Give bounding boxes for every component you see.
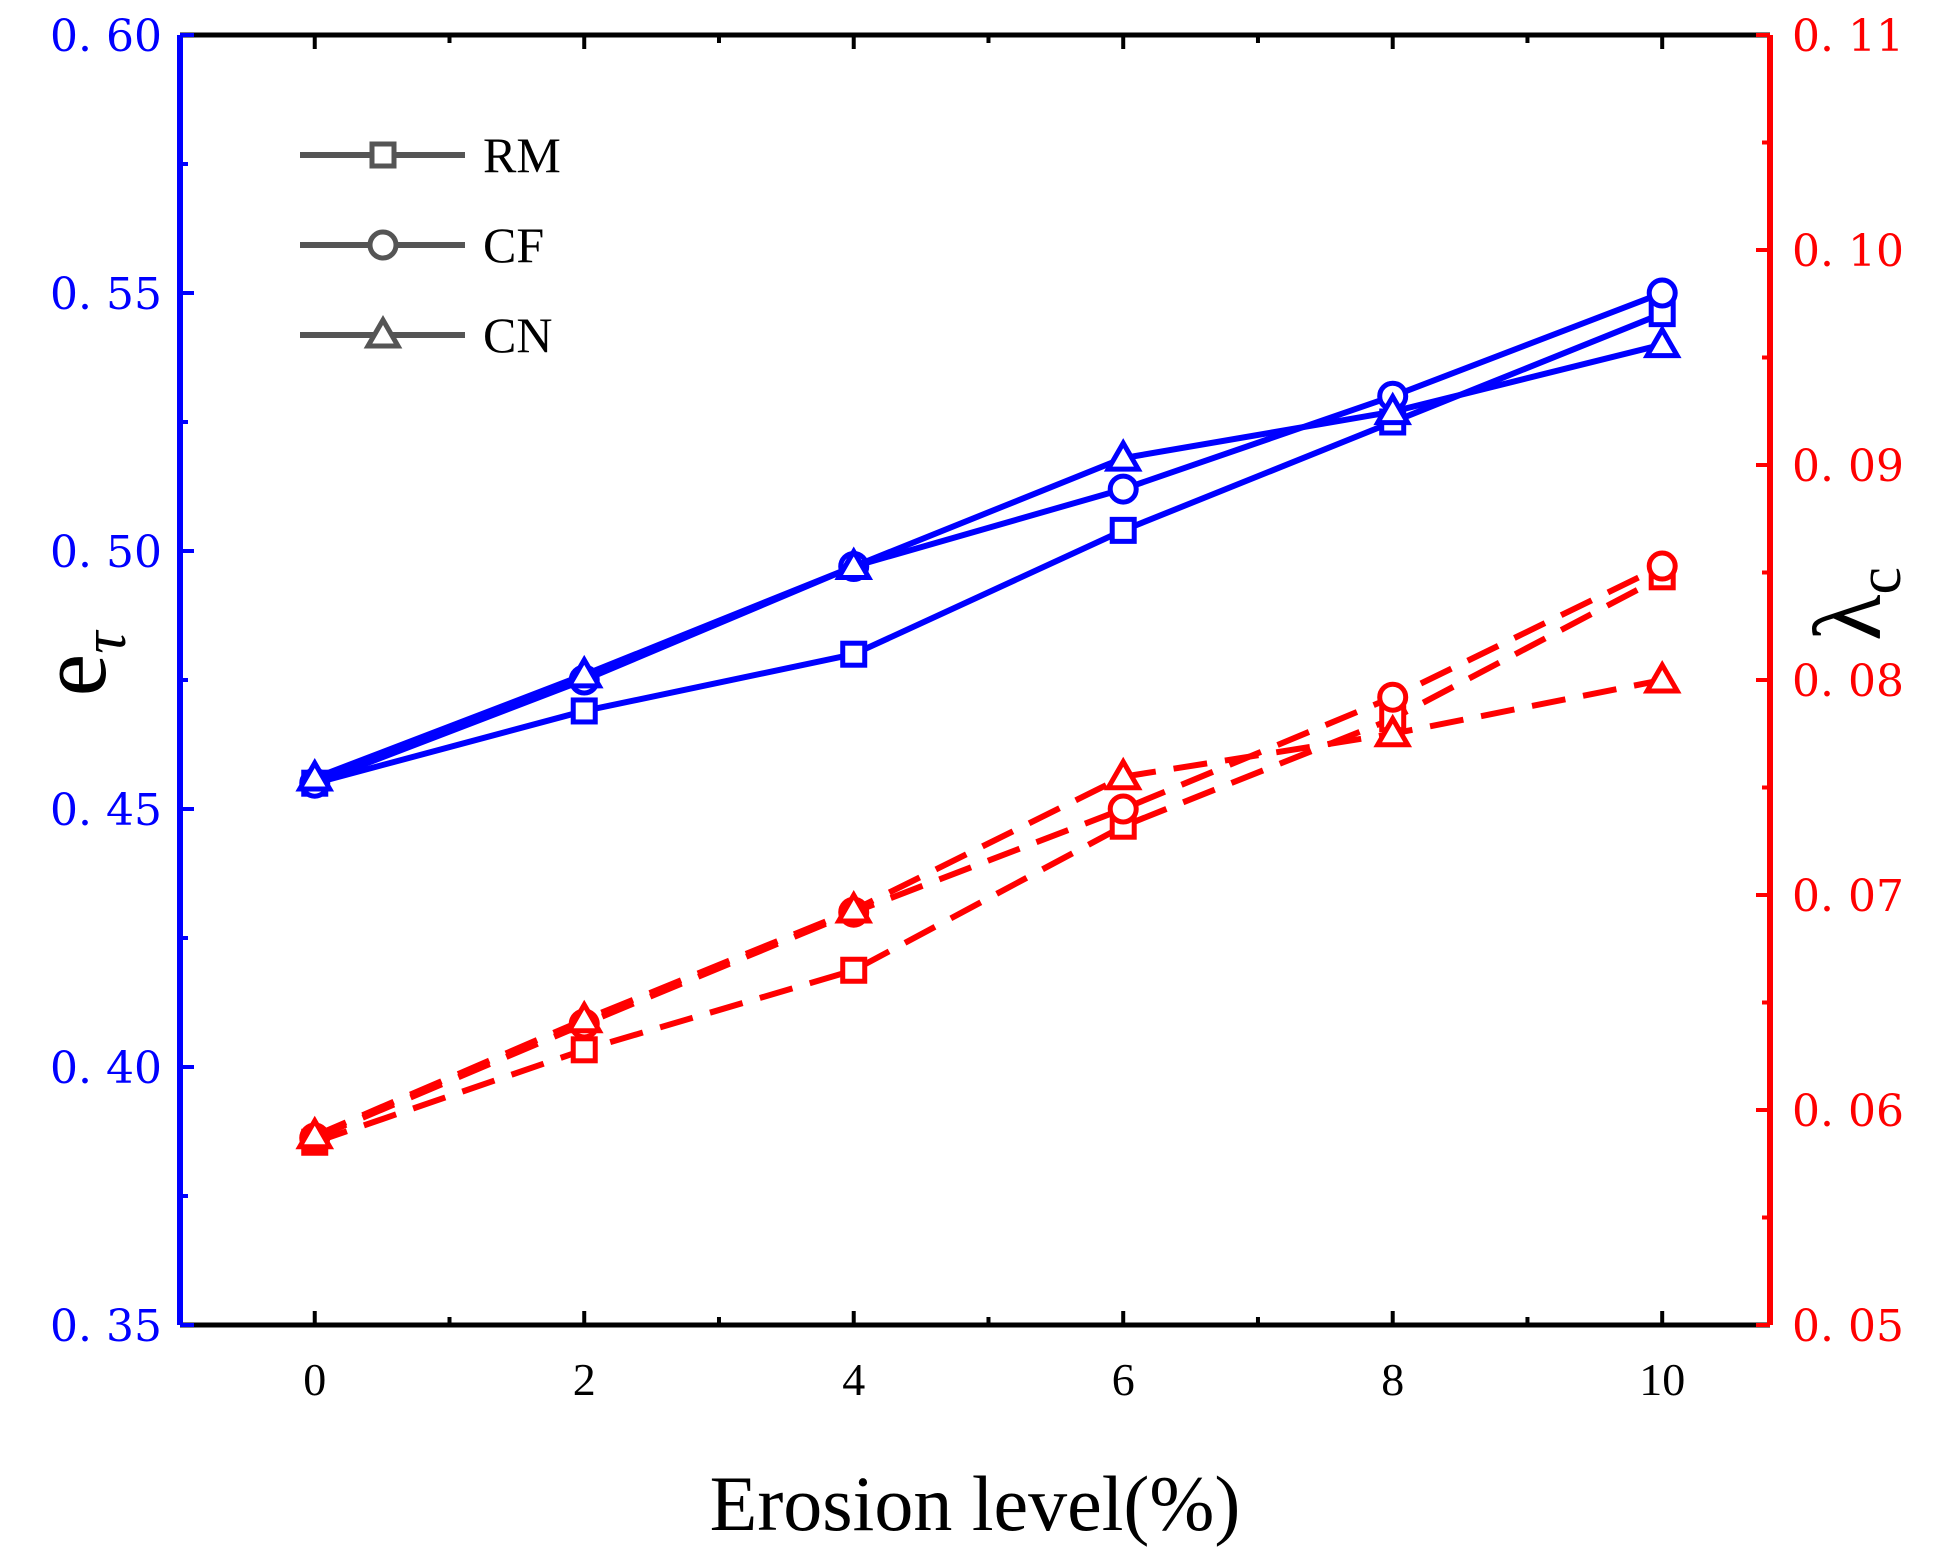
legend-label: CF [483,217,544,273]
data-point-left-cn [1103,438,1143,472]
left-y-axis-title-main: e [19,654,126,697]
data-point-left-rm [570,697,598,725]
data-point-left-cn [564,654,604,689]
x-tick-label: 4 [842,1354,865,1405]
x-tick-label: 10 [1639,1354,1685,1405]
series-line-left-rm [313,310,1664,787]
data-point-left-cf [1646,277,1678,309]
right-y-tick-label: 0. 07 [1792,871,1904,922]
x-tick-label: 0 [303,1354,326,1405]
left-y-tick-label: 0. 40 [50,1043,162,1094]
x-tick-label: 2 [573,1354,596,1405]
data-point-right-cf [1377,681,1409,713]
right-y-tick-label: 0. 10 [1792,226,1904,277]
series-line-right-cf [313,563,1664,1141]
left-y-tick-label: 0. 60 [50,11,162,62]
series-line-left-cf [313,290,1664,787]
data-point-right-cn [1103,756,1143,791]
series-line-right-cn [313,677,1663,1139]
data-point-right-cf [1107,793,1139,825]
x-tick-label: 6 [1112,1354,1135,1405]
data-point-right-cf [1646,550,1678,582]
data-point-right-cn [834,890,874,924]
legend-label: RM [483,127,561,183]
legend-marker-circle [367,229,399,261]
legend-label: CN [483,307,552,363]
x-axis: 0 2 4 6 8 10 [303,35,1685,1405]
left-y-tick-label: 0. 45 [50,785,162,836]
data-point-left-cn [1373,391,1413,426]
right-y-axis: 0. 05 0. 06 0. 07 0. 08 0. 09 0. 10 0. 11 [1756,11,1904,1352]
left-y-axis: 0. 35 0. 40 0. 45 0. 50 0. 55 0. 60 [50,11,194,1352]
data-point-right-cn [295,1115,335,1150]
x-axis-title: Erosion level(%) [710,1460,1241,1547]
series-left-cn [295,324,1682,792]
left-y-tick-label: 0. 35 [50,1301,162,1352]
right-y-tick-label: 0. 09 [1792,441,1904,492]
series-left-rm [301,300,1676,797]
legend-item-cf: CF [300,217,544,273]
data-point-right-rm [840,956,868,984]
data-point-left-cn [834,546,874,580]
data-point-right-cn [1642,659,1682,694]
right-y-tick-label: 0. 08 [1792,656,1904,707]
data-point-left-cn [295,758,335,792]
x-tick-label: 8 [1381,1354,1404,1405]
data-point-right-cn [1373,713,1413,748]
right-y-tick-label: 0. 05 [1792,1301,1904,1352]
legend-marker-triangle [363,314,403,349]
series-layer [295,277,1682,1156]
left-y-tick-label: 0. 55 [50,269,162,320]
legend: RM CF CN [300,127,561,363]
series-right-cn [295,659,1682,1150]
series-line-left-cn [313,341,1663,781]
left-y-axis-title-sub: τ [71,629,139,654]
right-y-axis-title: λc [1794,567,1914,641]
data-point-left-rm [840,640,868,668]
data-point-left-cn [1642,324,1682,359]
series-line-right-rm [313,574,1664,1146]
data-point-right-cn [564,999,604,1034]
data-point-right-rm [570,1036,598,1064]
data-point-left-cf [1107,473,1139,505]
plot-frame [177,32,1773,1328]
right-y-axis-title-sub: c [1846,567,1914,595]
right-y-tick-label: 0. 06 [1792,1086,1904,1137]
right-y-axis-title-main: λ [1794,594,1901,641]
data-point-left-rm [1109,516,1137,544]
legend-item-rm: RM [300,127,561,183]
legend-item-cn: CN [300,307,552,363]
left-y-axis-title: eτ [19,629,139,697]
left-y-tick-label: 0. 50 [50,527,162,578]
series-right-cf [299,550,1678,1154]
legend-marker-square [369,141,397,169]
right-y-tick-label: 0. 11 [1792,11,1904,62]
